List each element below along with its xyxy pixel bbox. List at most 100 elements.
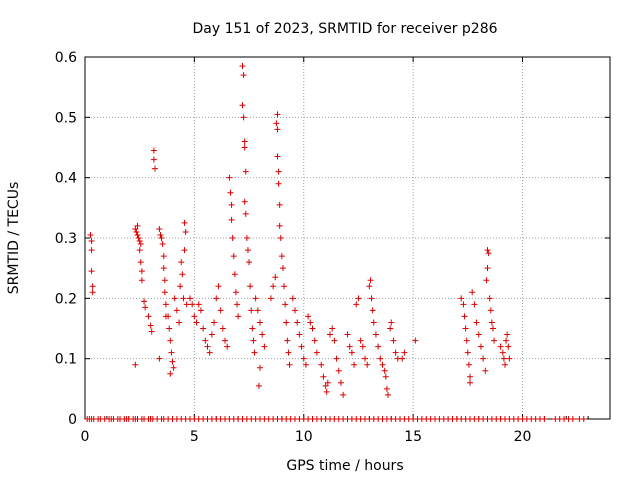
data-point [134,231,141,238]
data-point [367,277,374,284]
data-point [286,361,293,368]
data-point [224,343,231,350]
y-axis-label: SRMTID / TECUs [6,182,22,295]
data-point [250,337,257,344]
data-point [337,379,344,386]
chart-title: Day 151 of 2023, SRMTID for receiver p28… [192,21,497,37]
data-point [171,295,178,302]
data-point [357,337,364,344]
data-point [134,222,141,229]
data-point [477,343,484,350]
data-point [401,349,408,356]
data-point [150,147,157,154]
data-point [484,265,491,272]
data-point [162,301,169,308]
data-point [412,337,419,344]
y-tick-label: 0.1 [55,352,77,368]
data-point [234,301,241,308]
data-point [241,198,248,205]
data-point [88,238,95,245]
data-point [152,165,158,172]
data-point [259,331,266,338]
data-point [261,343,268,350]
data-point [379,361,386,368]
data-point [239,63,246,70]
data-point [458,295,465,302]
data-point [249,325,256,332]
data-point [276,201,283,208]
data-point [232,289,239,296]
data-point [138,277,145,284]
data-point [191,313,198,320]
data-point [504,331,511,338]
data-point [246,259,253,266]
data-point [580,416,587,422]
data-point [239,102,246,109]
data-point [331,337,338,344]
data-point [284,337,291,344]
data-point [499,349,506,356]
data-point [166,325,173,332]
data-point [161,277,168,284]
data-point [136,247,143,254]
data-point [240,114,247,121]
data-point [282,301,289,308]
data-point [487,307,494,314]
data-point [135,235,142,241]
data-point [242,168,249,175]
data-point [461,313,468,320]
data-point [228,216,235,223]
data-point [503,337,510,344]
data-point [176,319,183,326]
data-point [323,388,330,395]
data-point [318,361,325,368]
data-point [353,301,360,308]
data-point [179,271,186,278]
data-point [388,319,395,326]
data-point [467,373,473,380]
data-point [485,250,492,257]
data-point [502,361,508,368]
data-point [324,379,331,386]
data-point [132,225,139,232]
y-tick-label: 0 [68,412,77,428]
data-point [369,307,376,314]
data-point [165,313,172,320]
data-point [219,325,226,332]
data-point [460,301,467,308]
data-point [187,295,193,302]
data-point [285,349,292,356]
data-point [157,231,164,238]
data-point [335,367,342,374]
data-point [141,298,148,305]
data-point [88,247,95,254]
data-point [161,289,168,296]
data-point [167,370,174,377]
data-point [274,126,281,133]
data-point [355,295,362,302]
data-point [465,361,472,368]
data-point [156,225,163,232]
data-point [230,253,237,260]
data-point [274,153,281,160]
data-point [211,319,218,326]
data-point [222,337,228,344]
data-point [283,319,290,326]
data-point [197,307,204,314]
data-point [275,168,282,175]
data-point [387,325,394,332]
data-point [500,355,507,362]
data-point [88,268,95,275]
data-point [300,355,307,362]
data-point [248,307,255,314]
data-point [257,319,263,326]
data-point [158,235,165,241]
data-point [381,367,388,374]
data-point [181,219,188,226]
data-point [375,343,382,350]
data-point [132,361,139,368]
data-point [469,289,476,296]
data-point [384,391,391,398]
data-point [463,337,470,344]
data-point [240,72,247,79]
